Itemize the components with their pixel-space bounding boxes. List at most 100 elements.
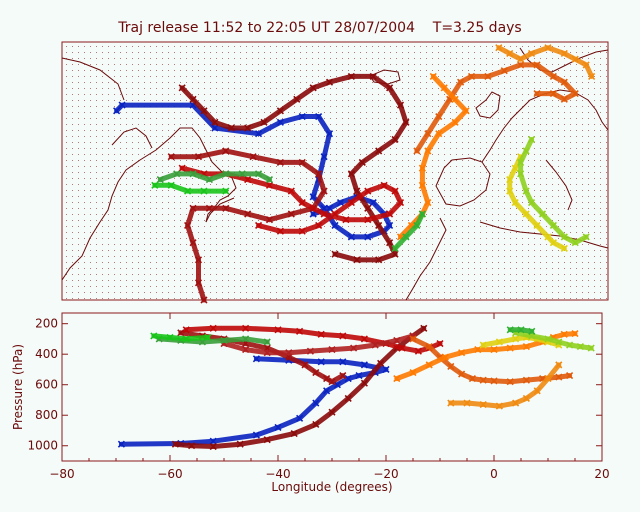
map-point-1-12	[369, 72, 377, 80]
pressure-point-11-4	[566, 341, 574, 349]
map-point-1-14	[396, 101, 405, 109]
map-point-1-16	[391, 135, 399, 144]
pressure-point-4-4	[306, 347, 314, 355]
pressure-point-7-3	[447, 362, 455, 370]
map-series-4	[156, 170, 274, 184]
pressure-point-0-7	[323, 387, 331, 395]
map-point-0-21	[336, 198, 345, 207]
pressure-point-6-3	[204, 333, 212, 341]
map-point-5-3	[200, 187, 208, 195]
map-point-3-19	[276, 227, 284, 235]
map-point-1-7	[276, 107, 284, 115]
map-point-1-21	[364, 204, 372, 212]
map-point-3-14	[364, 187, 372, 195]
map-point-6-7	[500, 67, 508, 75]
pressure-point-0-12	[382, 365, 390, 374]
pressure-point-4-2	[263, 349, 271, 357]
map-point-1-1	[189, 95, 197, 103]
pressure-series-8	[447, 361, 563, 410]
pressure-point-9-11	[560, 330, 568, 338]
pressure-point-3-2	[242, 324, 250, 332]
pressure-point-12-0	[506, 326, 514, 334]
pressure-point-3-1	[209, 324, 217, 332]
pressure-point-11-5	[576, 343, 584, 351]
pressure-point-8-4	[512, 399, 520, 407]
map-point-4-6	[254, 170, 263, 178]
map-point-2-18	[194, 279, 203, 287]
pressure-point-9-4	[458, 349, 466, 357]
map-point-6-0	[413, 147, 421, 155]
pressure-point-1-8	[344, 394, 352, 403]
map-point-3-16	[331, 210, 339, 218]
coast-north-america	[61, 127, 237, 281]
map-series-1	[178, 72, 410, 264]
map-point-8-3	[462, 107, 470, 115]
map-point-10-1	[522, 147, 530, 155]
map-point-9-2	[506, 176, 514, 184]
map-point-8-0	[429, 72, 437, 80]
map-point-2-6	[315, 170, 323, 178]
pressure-point-9-6	[490, 346, 498, 354]
map-point-9-1	[511, 164, 519, 172]
pressure-point-0-4	[274, 423, 282, 431]
map-point-6-2	[435, 112, 443, 121]
pressure-point-5-5	[263, 338, 271, 346]
map-series-5	[151, 181, 230, 195]
map-point-9-8	[549, 239, 557, 247]
pressure-point-9-0	[393, 375, 401, 383]
map-point-1-10	[325, 78, 334, 86]
map-point-6-12	[571, 90, 579, 98]
map-point-2-12	[222, 204, 230, 212]
map-point-0-4	[254, 130, 263, 138]
pressure-point-0-8	[333, 381, 341, 389]
pressure-point-8-3	[495, 402, 503, 410]
pressure-point-3-9	[398, 344, 406, 352]
pressure-point-0-5	[296, 414, 304, 422]
x-tick-label: −80	[49, 467, 74, 481]
map-series-11-track	[392, 211, 425, 251]
map-point-3-0	[178, 164, 186, 172]
map-point-1-24	[391, 250, 399, 258]
map-point-1-13	[386, 84, 394, 92]
map-point-1-20	[353, 187, 361, 195]
map-point-6-6	[484, 72, 492, 80]
map-point-11-0	[418, 210, 426, 218]
pressure-point-6-0	[150, 332, 158, 340]
pressure-series-12	[506, 326, 536, 335]
pressure-point-0-13	[360, 361, 368, 369]
pressure-point-2-6	[301, 361, 309, 369]
chart-title: Traj release 11:52 to 22:05 UT 28/07/200…	[118, 20, 522, 36]
pressure-point-9-1	[409, 368, 417, 377]
map-point-10-3	[517, 170, 525, 178]
map-trajectories	[113, 44, 596, 304]
map-point-4-5	[238, 170, 246, 178]
map-point-7-8	[588, 72, 596, 80]
map-point-3-18	[298, 227, 306, 235]
map-point-3-20	[254, 221, 263, 230]
map-point-5-2	[184, 187, 192, 195]
pressure-point-3-6	[339, 332, 347, 340]
map-point-6-8	[517, 61, 525, 69]
pressure-point-12-1	[517, 326, 525, 334]
pressure-series-0-track	[118, 356, 389, 447]
map-point-7-5	[560, 49, 568, 58]
map-point-0-7	[315, 112, 323, 121]
pressure-point-8-8	[555, 361, 563, 369]
map-point-1-17	[375, 147, 383, 155]
y-tick-label: 600	[35, 378, 58, 392]
map-point-1-4	[227, 124, 235, 132]
map-point-6-9	[533, 61, 541, 69]
pressure-point-0-6	[312, 399, 320, 407]
pressure-point-2-7	[312, 368, 320, 377]
map-point-3-6	[298, 198, 306, 207]
pressure-point-8-6	[533, 387, 541, 395]
map-point-0-3	[211, 124, 219, 132]
pressure-point-1-6	[312, 420, 320, 428]
map-point-3-10	[386, 210, 394, 218]
map-series-6-track	[414, 62, 578, 154]
coast-scandinavia	[519, 47, 609, 73]
map-point-10-6	[538, 210, 547, 218]
pressure-point-4-8	[393, 336, 401, 345]
pressure-point-9-7	[506, 344, 514, 352]
pressure-point-7-0	[409, 335, 417, 343]
